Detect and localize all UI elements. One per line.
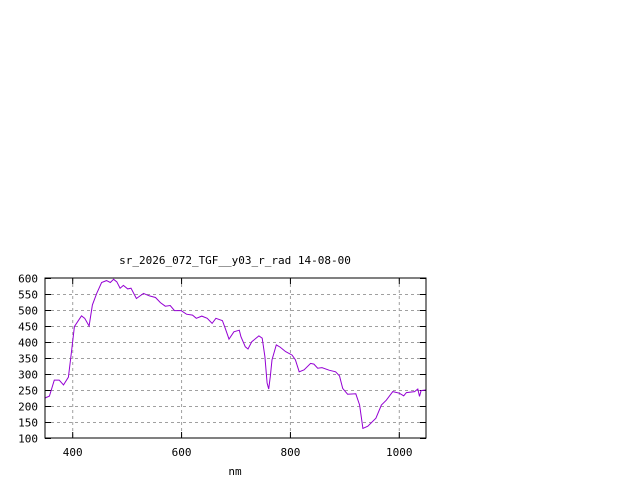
y-tick-label: 500 [18,305,38,318]
y-tick-label: 550 [18,289,38,302]
x-tick-label: 1000 [386,446,413,459]
y-tick-label: 300 [18,369,38,382]
x-tick-label: 400 [63,446,83,459]
y-tick-label: 100 [18,433,38,446]
plot-border [44,277,427,439]
y-tick-label: 400 [18,337,38,350]
x-tick-label: 600 [172,446,192,459]
y-tick-label: 600 [18,273,38,286]
chart-title: sr_2026_072_TGF__y03_r_rad 14-08-00 [119,254,351,267]
ticks [45,278,426,439]
tick-labels: 100 150 200 250 300 350 400 450 500 550 600 400 600 8… [18,273,412,460]
series-line [44,278,426,430]
x-axis-label: nm [228,465,242,478]
y-tick-label: 200 [18,401,38,414]
grid [45,278,426,438]
y-tick-label: 350 [18,353,38,366]
y-tick-label: 250 [18,385,38,398]
y-tick-label: 450 [18,321,38,334]
y-tick-label: 150 [18,417,38,430]
x-tick-label: 800 [280,446,300,459]
